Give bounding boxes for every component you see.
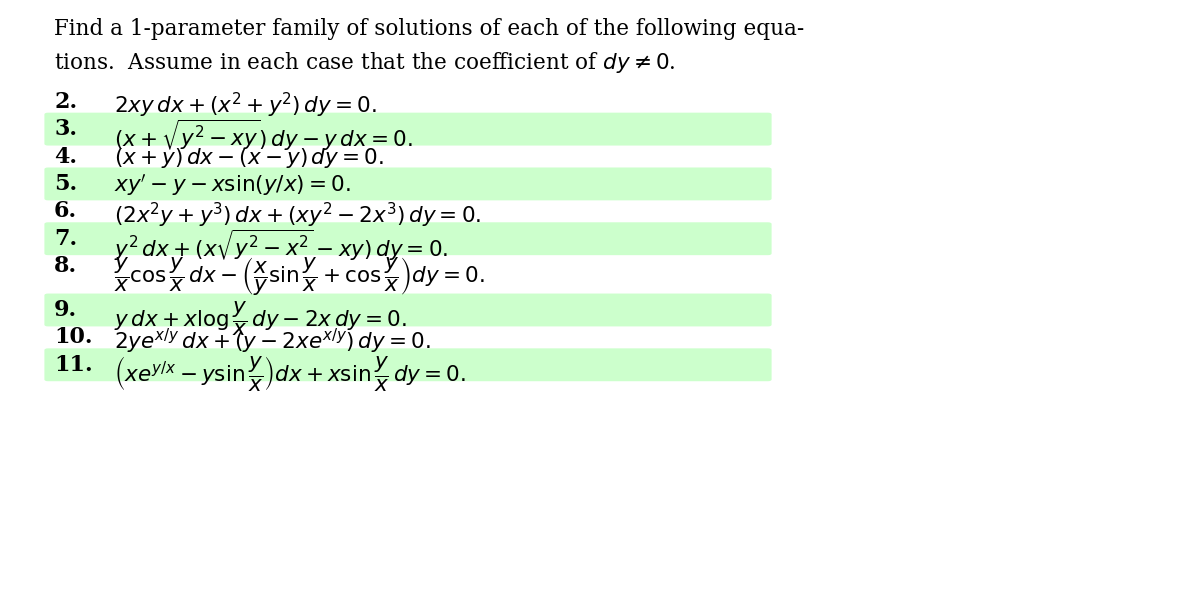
Text: $y\,dx + x\log\dfrac{y}{x}\,dy - 2x\,dy = 0.$: $y\,dx + x\log\dfrac{y}{x}\,dy - 2x\,dy … (114, 299, 407, 338)
Text: $\left(xe^{y/x} - y\sin\dfrac{y}{x}\right)dx + x\sin\dfrac{y}{x}\,dy = 0.$: $\left(xe^{y/x} - y\sin\dfrac{y}{x}\righ… (114, 354, 466, 393)
Text: $y^2\,dx + (x\sqrt{y^2 - x^2} - xy)\,dy = 0.$: $y^2\,dx + (x\sqrt{y^2 - x^2} - xy)\,dy … (114, 228, 449, 263)
Text: $xy^{\prime} - y - x\sin(y/x) = 0.$: $xy^{\prime} - y - x\sin(y/x) = 0.$ (114, 173, 350, 199)
Text: Find a 1-parameter family of solutions of each of the following equa-: Find a 1-parameter family of solutions o… (54, 18, 804, 40)
Text: 4.: 4. (54, 146, 77, 167)
Text: 9.: 9. (54, 299, 77, 321)
FancyBboxPatch shape (44, 167, 772, 200)
Text: 11.: 11. (54, 354, 92, 376)
Text: $(2x^2y + y^3)\,dx + (xy^2 - 2x^3)\,dy = 0.$: $(2x^2y + y^3)\,dx + (xy^2 - 2x^3)\,dy =… (114, 200, 481, 230)
Text: 3.: 3. (54, 118, 77, 140)
FancyBboxPatch shape (44, 294, 772, 326)
Text: tions.  Assume in each case that the coefficient of $dy \neq 0$.: tions. Assume in each case that the coef… (54, 50, 676, 75)
FancyBboxPatch shape (44, 222, 772, 255)
Text: 6.: 6. (54, 200, 77, 222)
Text: 5.: 5. (54, 173, 77, 195)
Text: $\dfrac{y}{x}\cos\dfrac{y}{x}\,dx - \left(\dfrac{x}{y}\sin\dfrac{y}{x} + \cos\df: $\dfrac{y}{x}\cos\dfrac{y}{x}\,dx - \lef… (114, 255, 485, 298)
FancyBboxPatch shape (44, 348, 772, 381)
Text: 8.: 8. (54, 255, 77, 277)
Text: $(x + \sqrt{y^2 - xy})\,dy - y\,dx = 0.$: $(x + \sqrt{y^2 - xy})\,dy - y\,dx = 0.$ (114, 118, 413, 153)
Text: $2xy\,dx + (x^2 + y^2)\,dy = 0.$: $2xy\,dx + (x^2 + y^2)\,dy = 0.$ (114, 91, 377, 120)
Text: 10.: 10. (54, 326, 92, 348)
Text: 7.: 7. (54, 228, 77, 250)
Text: 2.: 2. (54, 91, 77, 113)
Text: $(x + y)\,dx - (x - y)\,dy = 0.$: $(x + y)\,dx - (x - y)\,dy = 0.$ (114, 146, 384, 169)
FancyBboxPatch shape (44, 113, 772, 146)
Text: $2ye^{x/y}\,dx + (y - 2xe^{x/y})\,dy = 0.$: $2ye^{x/y}\,dx + (y - 2xe^{x/y})\,dy = 0… (114, 326, 431, 356)
